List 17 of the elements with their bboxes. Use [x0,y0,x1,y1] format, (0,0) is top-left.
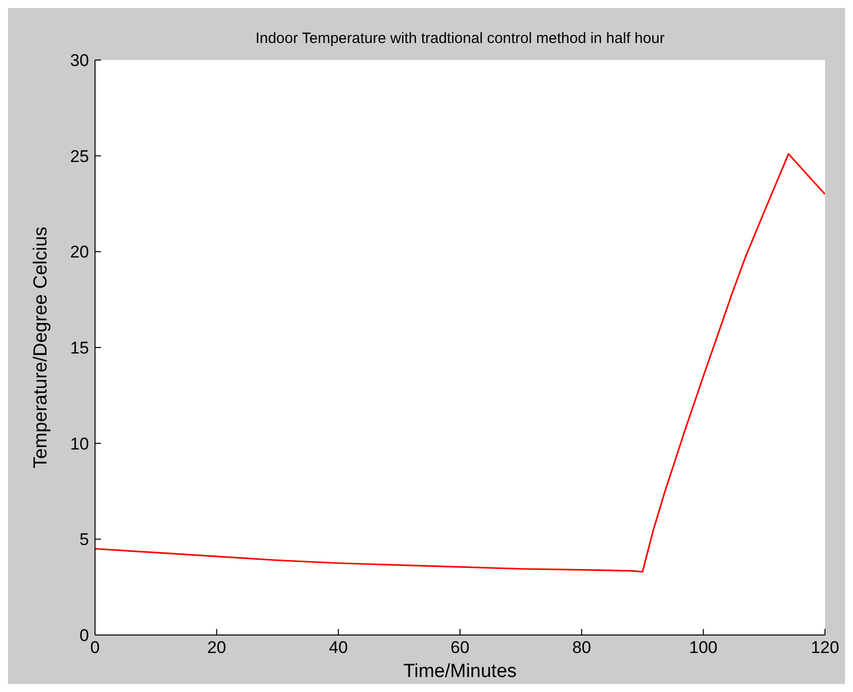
y-tick-label: 30 [70,51,89,70]
chart-title: Indoor Temperature with tradtional control method in half hour [254,30,666,47]
y-tick-label: 20 [70,242,89,262]
x-tick-label: 40 [328,638,348,658]
x-tick-label: 100 [689,638,718,658]
y-tick-label: 15 [70,338,89,358]
line-series [95,153,825,573]
x-axis-title: Time/Minutes [403,661,517,682]
y-tick-label: 25 [70,146,89,166]
x-tick-label: 60 [450,638,470,658]
y-tick-label: 0 [80,626,89,646]
y-axis-title: Temperature/Degree Celcius [30,226,52,468]
x-tick-label: 20 [207,638,226,658]
x-tick-label: 120 [810,638,840,658]
x-tick-label: 80 [572,638,592,658]
y-tick-label: 5 [80,530,89,550]
y-tick-label: 10 [70,434,89,454]
